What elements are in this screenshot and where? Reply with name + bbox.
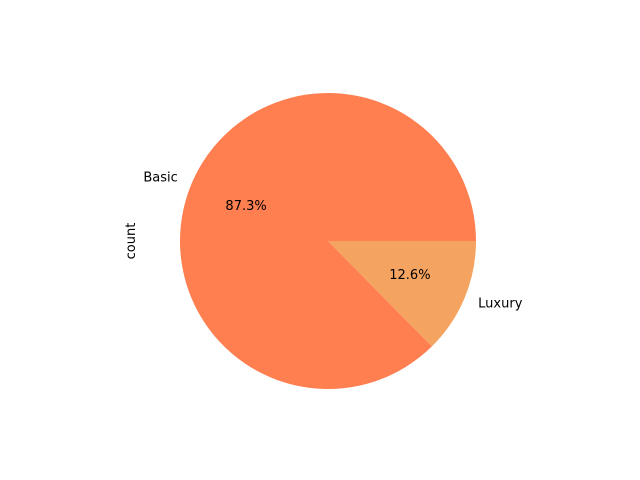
pie-labels: 87.3% Basic 12.6% Luxury [143, 171, 522, 312]
pie-slice-luxury [328, 241, 476, 347]
y-axis-label: count [124, 223, 139, 260]
pie-category-label-luxury: Luxury [478, 296, 523, 311]
pie-slices [180, 93, 477, 389]
pie-category-label-basic: Basic [143, 171, 177, 186]
pie-pct-label-luxury: 12.6% [389, 268, 430, 283]
pie-pct-label-basic: 87.3% [225, 199, 266, 214]
